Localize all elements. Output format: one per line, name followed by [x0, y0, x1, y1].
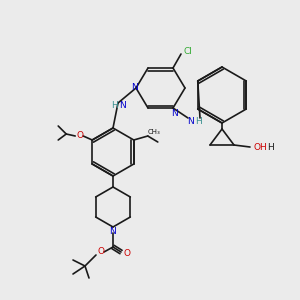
Text: H: H: [111, 101, 117, 110]
Text: N: N: [120, 101, 126, 110]
Text: N: N: [130, 83, 137, 92]
Text: O: O: [77, 130, 84, 140]
Text: H: H: [267, 143, 273, 152]
Text: H: H: [195, 118, 201, 127]
Text: Cl: Cl: [184, 46, 192, 56]
Text: OH: OH: [253, 143, 267, 152]
Text: O: O: [124, 248, 130, 257]
Text: O: O: [98, 248, 104, 256]
Text: N: N: [110, 227, 116, 236]
Text: N: N: [187, 118, 194, 127]
Text: CH₃: CH₃: [147, 129, 160, 135]
Text: N: N: [172, 110, 178, 118]
